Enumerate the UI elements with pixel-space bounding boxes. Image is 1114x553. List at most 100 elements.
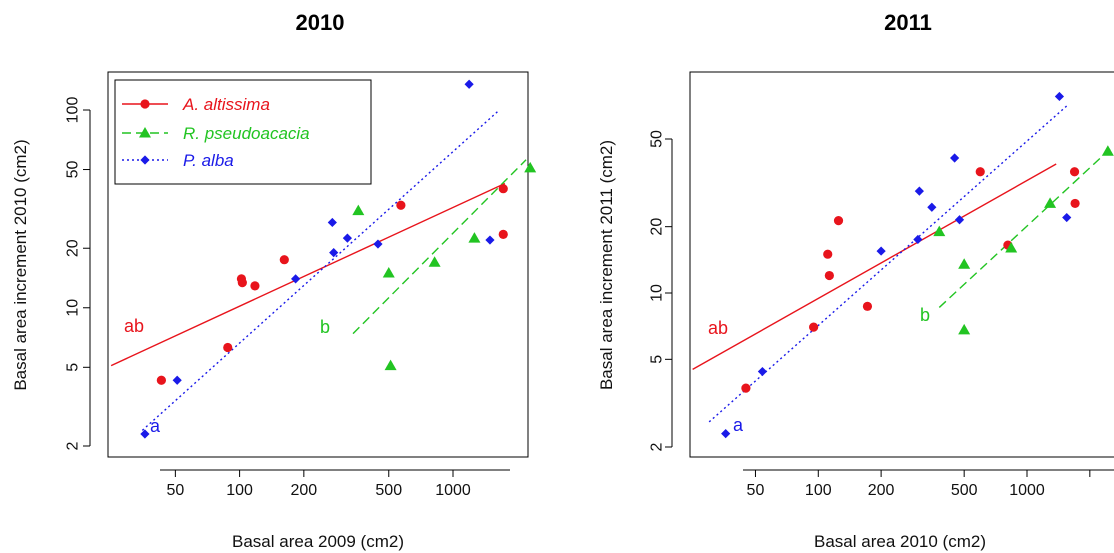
data-point-circle bbox=[833, 216, 844, 226]
x-axis-label: Basal area 2010 (cm2) bbox=[814, 532, 986, 551]
x-axis: 50 100 200 500 1000 bbox=[160, 469, 510, 499]
y-axis-label: Basal area increment 2011 (cm2) bbox=[597, 140, 616, 390]
data-point-diamond bbox=[485, 235, 495, 245]
data-point-circle bbox=[237, 278, 247, 288]
data-point-triangle bbox=[428, 256, 441, 267]
data-point-diamond bbox=[327, 217, 337, 228]
data-point-diamond bbox=[913, 234, 923, 245]
x-tick-label: 500 bbox=[951, 482, 978, 499]
y-axis-label: Basal area increment 2010 (cm2) bbox=[11, 139, 30, 390]
data-point-triangle bbox=[958, 258, 971, 269]
data-point-circle bbox=[809, 322, 819, 332]
legend-box bbox=[114, 79, 372, 185]
x-tick-label: 200 bbox=[290, 482, 317, 499]
y-tick-label: 10 bbox=[649, 284, 666, 302]
fit-line-circle bbox=[110, 182, 506, 367]
data-point-triangle bbox=[933, 225, 946, 237]
y-axis: 2 5 10 20 50 100 bbox=[65, 97, 91, 450]
data-point-diamond bbox=[914, 186, 924, 196]
group-label: ab bbox=[124, 316, 144, 336]
data-point-triangle bbox=[1044, 197, 1057, 208]
group-labels: ab b a bbox=[124, 316, 330, 436]
data-point-diamond bbox=[373, 239, 383, 249]
data-point-circle bbox=[824, 270, 834, 281]
data-point-triangle bbox=[1005, 242, 1018, 253]
x-tick-label: 1000 bbox=[435, 482, 471, 499]
data-point-circle bbox=[156, 375, 166, 385]
y-tick-label: 5 bbox=[65, 363, 82, 372]
group-label: b bbox=[920, 305, 930, 325]
fit-line-triangle bbox=[352, 159, 527, 335]
data-point-diamond bbox=[1062, 212, 1072, 223]
y-tick-label: 50 bbox=[65, 161, 82, 179]
group-label: ab bbox=[708, 318, 728, 338]
data-point-diamond bbox=[172, 375, 182, 385]
y-axis: 2 5 10 20 50 bbox=[649, 130, 673, 451]
data-point-circle bbox=[1070, 198, 1080, 209]
x-tick-label: 1000 bbox=[1009, 482, 1045, 499]
data-point-diamond bbox=[291, 274, 301, 284]
data-point-diamond bbox=[954, 215, 965, 225]
group-labels: ab b a bbox=[708, 305, 930, 435]
fit-line-circle bbox=[692, 163, 1057, 371]
chart-title: 2010 bbox=[296, 10, 345, 35]
group-label: a bbox=[150, 416, 161, 436]
data-point-diamond bbox=[950, 153, 960, 163]
group-label: b bbox=[320, 317, 330, 337]
data-point-triangle bbox=[384, 359, 397, 371]
panel-2011: 2011 50 100 200 500 1000 2 5 10 20 50 ab b a Basal… bbox=[597, 10, 1114, 551]
fit-line-triangle bbox=[938, 148, 1111, 308]
legend-label: A. altissima bbox=[182, 95, 270, 114]
data-points bbox=[140, 79, 537, 439]
data-point-diamond bbox=[721, 429, 731, 439]
x-tick-label: 50 bbox=[166, 482, 184, 499]
y-tick-label: 10 bbox=[65, 299, 82, 317]
legend-marker bbox=[140, 99, 150, 109]
data-point-triangle bbox=[958, 323, 971, 335]
data-point-diamond bbox=[464, 79, 474, 89]
x-axis: 50 100 200 500 1000 bbox=[743, 469, 1114, 499]
data-point-circle bbox=[498, 184, 508, 194]
regression-lines bbox=[692, 104, 1111, 423]
data-point-triangle bbox=[382, 266, 395, 278]
y-tick-label: 2 bbox=[65, 441, 82, 450]
plot-frame bbox=[107, 71, 529, 458]
data-point-circle bbox=[741, 383, 751, 393]
data-point-triangle bbox=[468, 232, 481, 243]
data-point-circle bbox=[862, 301, 873, 311]
legend-label: R. pseudoacacia bbox=[183, 124, 310, 143]
data-point-diamond bbox=[927, 202, 937, 212]
panel-2010: 2010 50 100 200 500 1000 2 5 10 20 50 100 ab b a Ba… bbox=[11, 10, 537, 551]
y-tick-label: 2 bbox=[649, 442, 666, 451]
data-point-diamond bbox=[329, 248, 339, 258]
data-point-circle bbox=[223, 342, 233, 353]
legend: A. altissima R. pseudoacacia P. alba bbox=[114, 79, 372, 185]
data-point-diamond bbox=[342, 233, 352, 243]
legend-marker bbox=[139, 127, 151, 138]
y-tick-label: 20 bbox=[649, 218, 666, 236]
data-point-circle bbox=[396, 200, 406, 210]
x-axis-label: Basal area 2009 (cm2) bbox=[232, 532, 404, 551]
x-tick-label: 100 bbox=[226, 482, 253, 499]
data-point-circle bbox=[250, 281, 260, 291]
data-point-diamond bbox=[140, 429, 150, 439]
x-tick-label: 200 bbox=[868, 482, 895, 499]
group-label: a bbox=[733, 415, 744, 435]
x-tick-label: 50 bbox=[747, 482, 765, 499]
data-point-circle bbox=[975, 167, 985, 177]
x-tick-label: 100 bbox=[805, 482, 832, 499]
data-point-diamond bbox=[876, 246, 886, 256]
regression-lines bbox=[110, 109, 527, 431]
y-tick-label: 5 bbox=[649, 355, 666, 364]
data-points bbox=[721, 91, 1114, 439]
data-point-triangle bbox=[524, 161, 537, 173]
chart-title: 2011 bbox=[884, 10, 932, 35]
data-point-circle bbox=[498, 229, 508, 239]
plot-frame bbox=[689, 71, 1114, 458]
legend-label: P. alba bbox=[183, 151, 234, 170]
y-tick-label: 50 bbox=[649, 130, 666, 148]
data-point-circle bbox=[823, 249, 833, 259]
y-tick-label: 20 bbox=[65, 239, 82, 257]
data-point-circle bbox=[279, 255, 289, 265]
